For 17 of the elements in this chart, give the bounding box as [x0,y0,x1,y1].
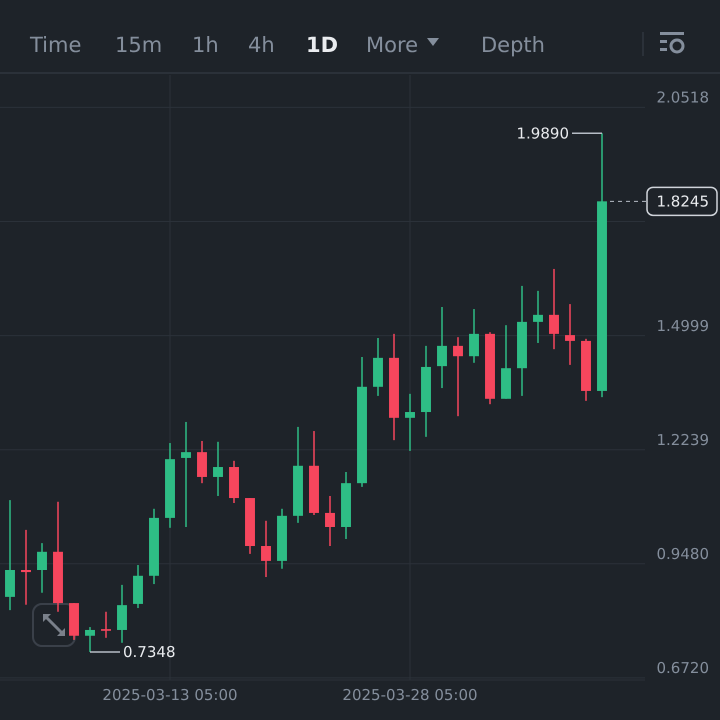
x-tick-label: 2025-03-13 05:00 [102,686,238,704]
text: Depth [481,33,545,57]
y-tick-label: 2.0518 [656,88,709,107]
y-tick-label: 0.9480 [656,545,709,564]
y-tick-label: 0.6720 [656,659,709,678]
text: More [366,33,418,57]
ref-line-label: 1.8245 [656,192,709,211]
text: 1D [306,33,338,57]
y-tick-label: 1.2239 [656,430,709,449]
annotation: 1.9890 [516,124,569,143]
text: 4h [248,33,275,57]
text: 1h [192,33,219,57]
text: 15m [115,33,162,57]
text: Time [29,33,82,57]
y-tick-label: 1.4999 [656,316,709,335]
annotation: 0.7348 [123,643,176,662]
x-tick-label: 2025-03-28 05:00 [342,686,478,704]
